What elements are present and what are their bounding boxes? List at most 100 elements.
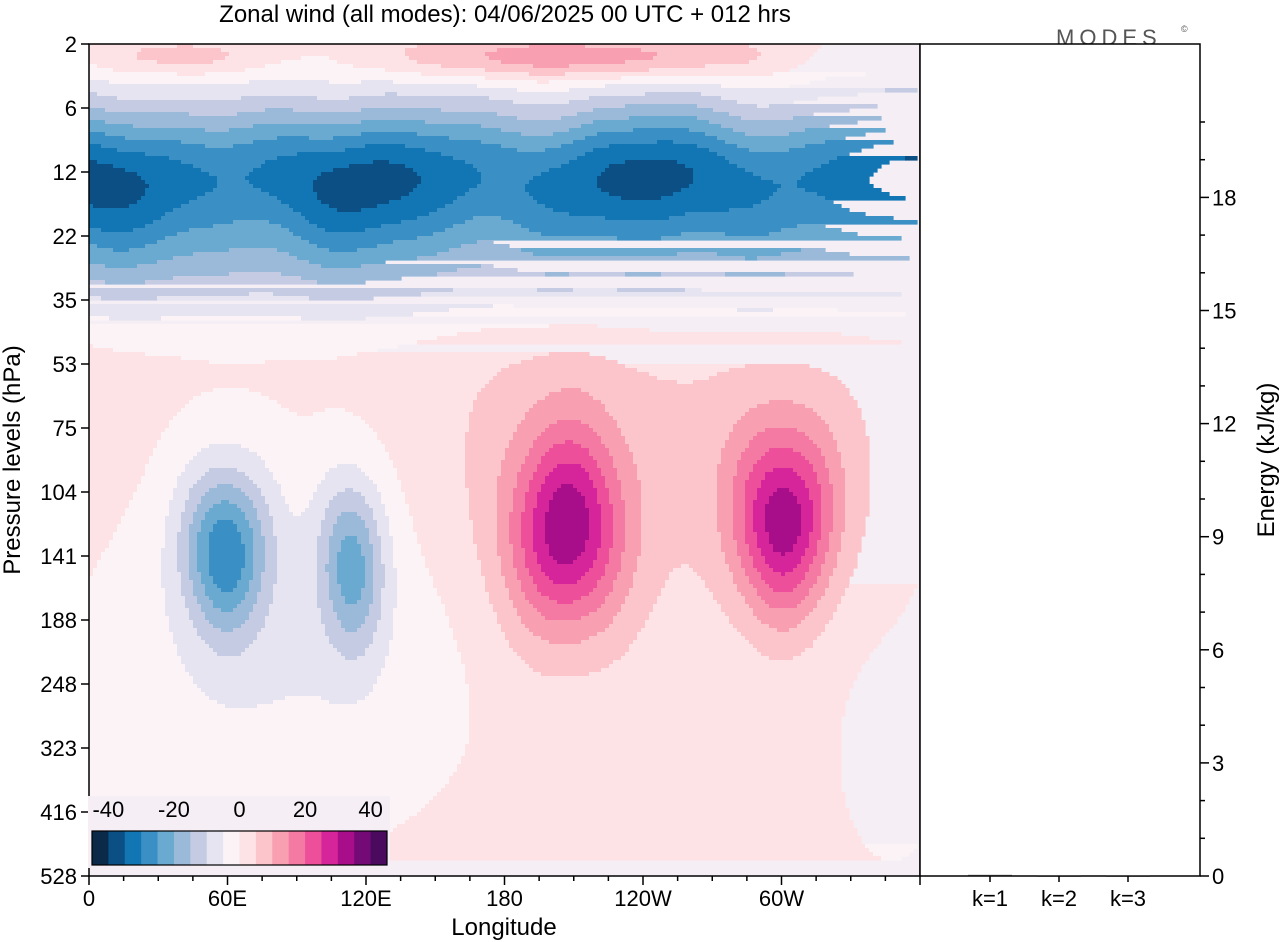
field-cell (337, 576, 366, 581)
field-cell (457, 764, 842, 769)
field-cell (621, 76, 826, 81)
field-cell (533, 536, 546, 541)
field-cell (617, 476, 638, 481)
field-cell (193, 580, 202, 585)
field-cell (769, 584, 798, 589)
field-cell (89, 412, 178, 417)
field-cell (797, 624, 826, 629)
field-row (89, 532, 866, 537)
field-cell (733, 532, 746, 537)
field-cell (317, 564, 326, 569)
field-cell (89, 172, 138, 177)
field-row (89, 296, 374, 301)
field-cell (621, 480, 642, 485)
field-cell (317, 552, 330, 557)
field-cell (589, 516, 602, 521)
field-cell (825, 592, 846, 597)
field-cell (617, 424, 734, 429)
field-cell (189, 608, 202, 613)
field-cell (745, 448, 770, 453)
field-cell (601, 544, 614, 549)
field-cell (429, 572, 482, 577)
field-cell (141, 476, 178, 481)
field-cell (593, 484, 606, 489)
field-row (89, 144, 874, 149)
field-cell (461, 760, 842, 765)
field-cell (525, 460, 542, 465)
field-cell (609, 500, 626, 505)
field-cell (617, 472, 638, 477)
field-cell (369, 644, 390, 649)
field-cell (733, 624, 770, 629)
field-cell (241, 444, 386, 449)
field-cell (417, 340, 902, 345)
field-cell (533, 580, 554, 585)
field-cell (729, 620, 762, 625)
field-cell (633, 576, 670, 581)
field-cell (525, 184, 598, 189)
field-cell (365, 144, 406, 149)
field-cell (253, 552, 266, 557)
y-tick-label: 323 (40, 736, 77, 761)
field-cell (477, 556, 502, 561)
field-cell (473, 528, 498, 533)
field-cell (713, 592, 742, 597)
field-cell (281, 224, 318, 229)
field-cell (89, 108, 106, 113)
field-cell (381, 556, 394, 561)
field-cell (365, 572, 374, 577)
field-row (89, 776, 842, 781)
field-cell (645, 620, 730, 625)
field-cell (509, 596, 526, 601)
field-cell (169, 420, 366, 425)
field-cell (249, 292, 274, 297)
field-row (89, 612, 902, 617)
field-cell (509, 540, 522, 545)
field-cell (641, 544, 722, 549)
field-cell (365, 616, 382, 621)
field-cell (797, 224, 826, 229)
field-cell (241, 488, 262, 493)
field-cell (365, 520, 378, 525)
field-row (89, 464, 870, 469)
field-cell (477, 168, 550, 173)
field-cell (501, 128, 570, 133)
field-cell (89, 52, 138, 57)
field-cell (413, 168, 478, 173)
field-cell (841, 596, 910, 601)
field-cell (721, 96, 818, 101)
field-row (89, 784, 842, 789)
field-cell (757, 540, 770, 545)
field-cell (837, 448, 870, 453)
field-cell (397, 572, 430, 577)
field-cell (201, 580, 214, 585)
field-cell (177, 556, 190, 561)
field-cell (725, 560, 742, 565)
field-cell (89, 304, 494, 309)
field-cell (361, 544, 374, 549)
field-cell (261, 456, 390, 461)
field-cell (717, 528, 734, 533)
field-cell (621, 604, 654, 609)
field-cell (189, 492, 206, 497)
field-cell (341, 512, 358, 517)
field-cell (345, 600, 358, 605)
field-cell (477, 84, 606, 89)
field-cell (601, 468, 618, 473)
field-cell (657, 52, 762, 57)
field-cell (801, 520, 814, 525)
field-cell (397, 596, 442, 601)
field-cell (729, 568, 746, 573)
field-cell (157, 240, 310, 245)
field-cell (457, 648, 514, 653)
field-cell (573, 560, 594, 565)
field-cell (197, 452, 258, 457)
field-cell (385, 656, 462, 661)
field-row (89, 608, 906, 613)
field-cell (637, 556, 726, 561)
field-cell (361, 80, 394, 85)
field-cell (89, 788, 442, 793)
field-row (89, 476, 870, 481)
field-cell (801, 652, 870, 657)
field-cell (145, 188, 214, 193)
